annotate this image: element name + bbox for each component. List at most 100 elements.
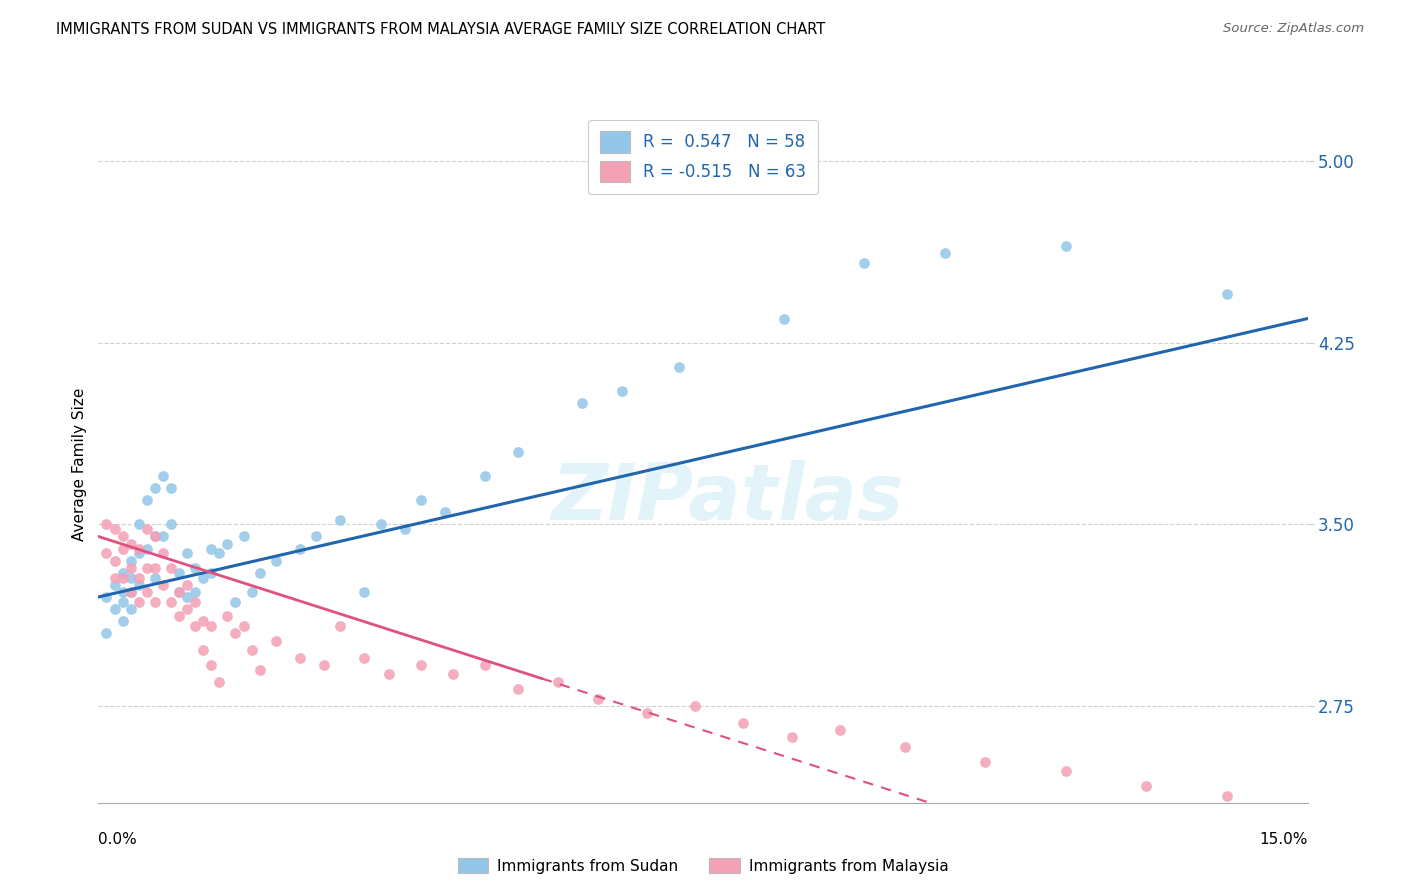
Point: [370, 517, 392, 532]
Point: [853, 256, 876, 270]
Point: [111, 614, 134, 628]
Point: [128, 546, 150, 560]
Point: [96, 626, 118, 640]
Point: [96, 590, 118, 604]
Point: [974, 755, 997, 769]
Point: [200, 566, 222, 580]
Point: [217, 537, 239, 551]
Point: [288, 541, 311, 556]
Point: [160, 481, 183, 495]
Point: [377, 667, 399, 681]
Point: [314, 657, 336, 672]
Point: [193, 571, 215, 585]
Point: [167, 585, 190, 599]
Point: [128, 517, 150, 532]
Point: [200, 657, 222, 672]
Point: [571, 396, 593, 410]
Point: [167, 609, 190, 624]
Point: [160, 595, 183, 609]
Point: [217, 609, 239, 624]
Point: [128, 578, 150, 592]
Point: [111, 595, 134, 609]
Point: [143, 561, 166, 575]
Point: [193, 614, 215, 628]
Point: [329, 619, 352, 633]
Point: [135, 585, 157, 599]
Y-axis label: Average Family Size: Average Family Size: [72, 387, 87, 541]
Text: IMMIGRANTS FROM SUDAN VS IMMIGRANTS FROM MALAYSIA AVERAGE FAMILY SIZE CORRELATIO: IMMIGRANTS FROM SUDAN VS IMMIGRANTS FROM…: [56, 22, 825, 37]
Point: [135, 493, 157, 508]
Point: [111, 566, 134, 580]
Point: [143, 529, 166, 543]
Point: [152, 529, 174, 543]
Point: [434, 505, 457, 519]
Point: [176, 590, 198, 604]
Point: [96, 546, 118, 560]
Point: [103, 554, 125, 568]
Text: ZIPatlas: ZIPatlas: [551, 459, 903, 536]
Point: [240, 643, 263, 657]
Point: [167, 585, 190, 599]
Point: [176, 602, 198, 616]
Point: [1216, 789, 1239, 803]
Point: [1296, 827, 1319, 841]
Point: [135, 561, 157, 575]
Point: [733, 715, 755, 730]
Text: Source: ZipAtlas.com: Source: ZipAtlas.com: [1223, 22, 1364, 36]
Point: [828, 723, 851, 738]
Point: [160, 517, 183, 532]
Point: [184, 561, 207, 575]
Point: [184, 595, 207, 609]
Point: [224, 595, 246, 609]
Point: [184, 619, 207, 633]
Point: [683, 698, 706, 713]
Point: [1135, 779, 1157, 793]
Point: [120, 571, 142, 585]
Point: [176, 546, 198, 560]
Point: [208, 546, 231, 560]
Point: [893, 740, 915, 755]
Legend: R =  0.547   N = 58, R = -0.515   N = 63: R = 0.547 N = 58, R = -0.515 N = 63: [588, 120, 818, 194]
Point: [152, 546, 174, 560]
Point: [240, 585, 263, 599]
Point: [120, 602, 142, 616]
Point: [772, 311, 794, 326]
Point: [636, 706, 658, 721]
Legend: Immigrants from Sudan, Immigrants from Malaysia: Immigrants from Sudan, Immigrants from M…: [451, 852, 955, 880]
Point: [103, 602, 125, 616]
Point: [143, 571, 166, 585]
Point: [1216, 287, 1239, 301]
Point: [103, 578, 125, 592]
Point: [288, 650, 311, 665]
Point: [353, 585, 375, 599]
Point: [128, 595, 150, 609]
Point: [111, 585, 134, 599]
Point: [103, 571, 125, 585]
Point: [305, 529, 328, 543]
Point: [264, 633, 287, 648]
Point: [934, 246, 956, 260]
Point: [232, 619, 254, 633]
Point: [160, 561, 183, 575]
Point: [353, 650, 375, 665]
Point: [120, 585, 142, 599]
Point: [135, 522, 157, 536]
Point: [506, 681, 529, 696]
Point: [780, 731, 803, 745]
Point: [224, 626, 246, 640]
Point: [128, 541, 150, 556]
Point: [474, 469, 496, 483]
Point: [143, 481, 166, 495]
Point: [249, 663, 271, 677]
Point: [143, 595, 166, 609]
Point: [120, 554, 142, 568]
Point: [135, 541, 157, 556]
Point: [612, 384, 634, 399]
Point: [474, 657, 496, 672]
Point: [120, 585, 142, 599]
Point: [586, 691, 609, 706]
Point: [329, 512, 352, 526]
Point: [264, 554, 287, 568]
Point: [208, 674, 231, 689]
Point: [232, 529, 254, 543]
